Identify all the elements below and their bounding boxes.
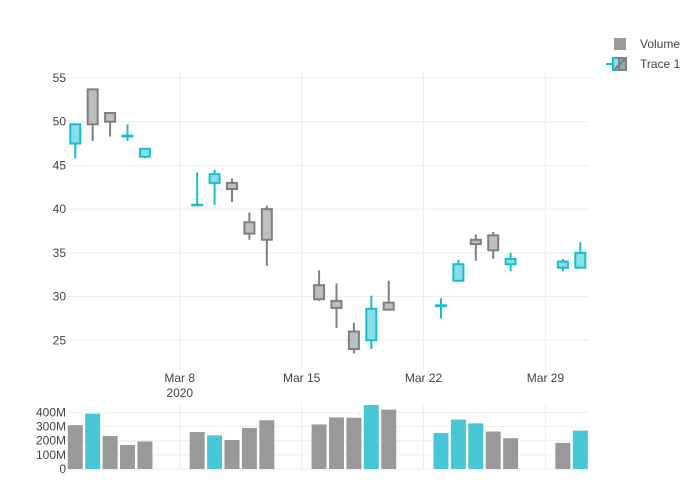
candle-body <box>313 284 326 301</box>
candle[interactable] <box>243 212 256 240</box>
legend-item[interactable]: Trace 1 <box>606 57 681 71</box>
candle-body <box>504 257 517 266</box>
candle[interactable] <box>330 283 343 329</box>
volume-bar[interactable] <box>311 424 327 469</box>
volume-y-tick-label: 0 <box>59 462 66 476</box>
volume-bar[interactable] <box>189 431 205 469</box>
volume-bar[interactable] <box>259 420 275 469</box>
candle[interactable] <box>104 111 117 137</box>
candle[interactable] <box>504 252 517 272</box>
candle[interactable] <box>86 88 99 141</box>
legend[interactable]: Volume Trace 1 <box>606 37 681 71</box>
volume-bar[interactable] <box>241 428 257 469</box>
volume-bar[interactable] <box>328 417 344 469</box>
legend-label: Volume <box>640 37 680 51</box>
price-y-tick-label: 55 <box>53 71 67 85</box>
candle[interactable] <box>69 123 82 159</box>
candle[interactable] <box>191 172 204 207</box>
candle-body <box>225 181 238 191</box>
candle[interactable] <box>313 270 326 301</box>
price-y-tick-label: 30 <box>53 290 67 304</box>
candle-body <box>382 301 395 311</box>
candle[interactable] <box>434 298 447 319</box>
candle-body <box>347 330 360 351</box>
price-y-tick-label: 35 <box>53 246 67 260</box>
candle-body <box>469 238 482 246</box>
legend-label: Trace 1 <box>640 57 681 71</box>
volume-bar[interactable] <box>433 432 449 469</box>
x-tick-label: Mar 8 <box>164 371 195 385</box>
grid-layer <box>68 71 589 470</box>
candle[interactable] <box>138 147 151 159</box>
volume-bar[interactable] <box>207 435 223 469</box>
price-y-tick-label: 25 <box>53 333 67 347</box>
volume-bar[interactable] <box>381 409 397 469</box>
volume-bar[interactable] <box>468 423 484 469</box>
volume-bar[interactable] <box>346 417 362 469</box>
volume-bar[interactable] <box>102 436 118 469</box>
candle-body <box>104 111 117 123</box>
price-y-tick-label: 50 <box>53 115 67 129</box>
candle-body <box>243 221 256 235</box>
x-tick-label: Mar 22 <box>405 371 443 385</box>
legend-candle-icon <box>606 57 627 71</box>
x-tick-year-label: 2020 <box>166 386 193 400</box>
volume-bar[interactable] <box>85 413 101 469</box>
volume-bar[interactable] <box>120 444 136 469</box>
candle-body <box>556 260 569 269</box>
x-tick-label: Mar 15 <box>283 371 321 385</box>
candle[interactable] <box>121 124 134 141</box>
candle[interactable] <box>365 295 378 350</box>
volume-y-tick-label: 200M <box>36 434 66 448</box>
candles <box>69 88 587 354</box>
candle-body <box>487 234 500 252</box>
candle[interactable] <box>225 178 238 203</box>
candle-body <box>260 208 273 241</box>
volume-bar[interactable] <box>67 425 83 469</box>
volume-bar[interactable] <box>137 441 153 469</box>
candle[interactable] <box>382 280 395 311</box>
candle[interactable] <box>469 234 482 261</box>
volume-bar[interactable] <box>503 438 519 469</box>
volume-y-tick-label: 300M <box>36 420 66 434</box>
candle-body <box>121 134 134 138</box>
candle-body <box>86 88 99 126</box>
candle-body <box>208 173 221 184</box>
legend-item[interactable]: Volume <box>614 37 680 51</box>
volume-bar[interactable] <box>450 419 466 469</box>
candle[interactable] <box>487 231 500 259</box>
candle[interactable] <box>574 242 587 269</box>
volume-bar[interactable] <box>363 405 379 469</box>
candle-body <box>69 123 82 145</box>
volume-y-tick-label: 400M <box>36 405 66 419</box>
volume-bar[interactable] <box>224 440 240 469</box>
candle-body <box>452 263 465 282</box>
price-y-tick-label: 45 <box>53 158 67 172</box>
candle-body <box>330 299 343 309</box>
candle-body <box>191 203 204 207</box>
legend-square-icon <box>614 38 626 50</box>
candle-body <box>574 251 587 269</box>
candle[interactable] <box>347 322 360 354</box>
candle-body <box>434 304 447 308</box>
candle[interactable] <box>208 169 221 205</box>
volume-bar[interactable] <box>572 430 588 469</box>
volume-bar[interactable] <box>485 431 501 469</box>
candle-body <box>365 307 378 342</box>
candle-body <box>138 147 151 158</box>
candle[interactable] <box>260 205 273 266</box>
candle[interactable] <box>556 258 569 272</box>
price-y-tick-label: 40 <box>53 202 67 216</box>
volume-bar[interactable] <box>555 442 571 469</box>
candle[interactable] <box>452 259 465 282</box>
x-tick-label: Mar 29 <box>527 371 565 385</box>
volume-bars <box>67 405 588 469</box>
volume-y-tick-label: 100M <box>36 448 66 462</box>
